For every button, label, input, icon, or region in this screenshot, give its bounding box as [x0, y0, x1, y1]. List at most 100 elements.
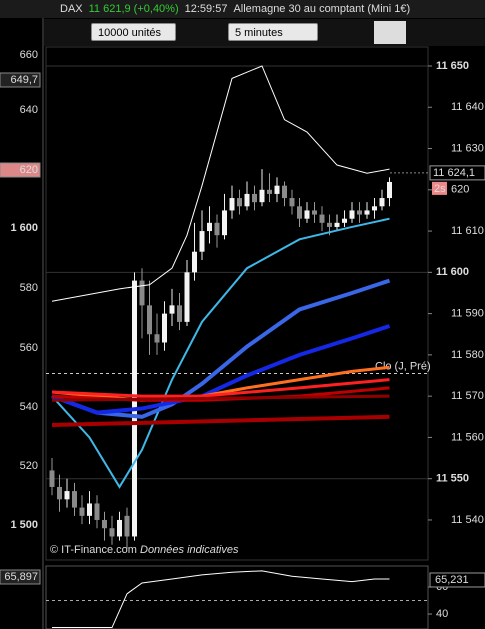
candle-body	[372, 206, 377, 211]
candle-body	[349, 210, 355, 219]
left-axis-label: 560	[20, 342, 38, 354]
timer: 2s	[434, 183, 446, 195]
candle-body	[259, 189, 265, 203]
left-axis-label: 1 500	[10, 519, 38, 531]
candle-body	[357, 210, 362, 215]
indicator-line	[51, 394, 390, 402]
left-axis-label: 640	[20, 104, 38, 116]
price: 11 621,9 (+0,40%)	[88, 3, 179, 15]
candle-body	[244, 193, 250, 207]
clock: 12:59:57	[184, 3, 228, 15]
price-box	[429, 165, 485, 181]
oscillator-frame	[45, 565, 429, 629]
candle-body	[387, 181, 392, 199]
y-tick-label: 11 610	[451, 225, 484, 237]
candle-body	[207, 222, 212, 232]
plot-frame	[45, 46, 429, 561]
note: Données indicatives	[140, 544, 239, 556]
y-tick-label: 11 540	[451, 514, 484, 526]
candle-body	[364, 210, 370, 215]
candle-body	[184, 272, 190, 322]
indicator-line	[51, 378, 390, 398]
reference-label: Clo (J, Pré)	[375, 360, 431, 372]
candle-body	[94, 503, 100, 520]
timer-box	[432, 181, 447, 195]
interval: 5 minutes	[235, 27, 283, 39]
y-tick-label: 11 630	[451, 142, 484, 154]
y-tick-label: 11 560	[451, 431, 484, 443]
toolbar: 10000 unités 5 minutes	[44, 19, 485, 46]
candle-body	[334, 222, 340, 227]
label-box	[0, 569, 41, 585]
candle-body	[229, 198, 235, 211]
candle-body	[282, 185, 287, 199]
candle-body	[177, 305, 182, 322]
candle-body	[222, 210, 227, 236]
candle-body	[319, 214, 325, 223]
y-tick-label: 11 590	[451, 308, 484, 320]
candle-body	[379, 198, 385, 207]
y-tick-label: 11 650	[436, 60, 469, 72]
y-tick-label: 11 550	[436, 473, 469, 485]
candle-body	[139, 280, 145, 306]
candle-body	[237, 198, 242, 207]
left-axis-label: 1 600	[10, 222, 38, 234]
left-axis-label: 540	[20, 401, 38, 413]
label-box	[0, 72, 41, 88]
candle-body	[147, 305, 152, 335]
left-axis-label: 65,897	[4, 571, 38, 583]
price-box	[429, 572, 485, 588]
y-tick-label: 11 580	[451, 349, 484, 361]
candle-body	[87, 503, 92, 516]
indicator-line	[51, 217, 390, 489]
y-tick-label: 620	[451, 184, 469, 196]
left-axis-label: 580	[20, 282, 38, 294]
candle-body	[49, 470, 55, 487]
left-axis-label: 520	[20, 460, 38, 472]
candle-body	[304, 210, 310, 219]
candle-body	[64, 491, 70, 500]
watermark: © IT-Finance.com	[50, 544, 137, 556]
osc-current-label: 65,231	[435, 574, 469, 586]
left-axis-label: 620	[20, 164, 38, 176]
indicator-line	[51, 65, 390, 302]
indicator-button[interactable]	[374, 21, 406, 44]
candle-body	[192, 251, 197, 273]
indicator-line	[51, 324, 391, 415]
left-axis-label: 649,7	[10, 74, 38, 86]
candle-body	[169, 305, 175, 314]
interval-select[interactable]: 5 minutes	[228, 23, 318, 41]
osc-line	[52, 570, 390, 629]
y-tick-label: 11 640	[451, 101, 484, 113]
top-bar: DAX 11 621,9 (+0,40%) 12:59:57 Allemagne 30…	[0, 0, 485, 18]
candle-body	[162, 313, 167, 343]
candle-body	[79, 507, 85, 516]
candle-body	[117, 519, 122, 537]
candle-body	[274, 185, 280, 194]
candle-body	[312, 210, 317, 215]
candle-body	[154, 334, 160, 343]
candle-body	[289, 198, 295, 207]
candle-body	[124, 515, 130, 537]
candle-body	[72, 491, 77, 508]
symbol[interactable]: DAX	[60, 3, 83, 15]
indicator-line	[51, 278, 391, 419]
candle-body	[214, 222, 220, 236]
candle-body	[267, 189, 272, 194]
instrument: Allemagne 30 au comptant (Mini 1€)	[233, 3, 411, 15]
candle-body	[199, 231, 205, 252]
candle-body	[102, 519, 107, 529]
label-box	[0, 162, 41, 178]
candle-body	[109, 528, 115, 537]
candle-body	[297, 206, 302, 219]
candle-body	[327, 222, 332, 227]
y-tick-label: 11 570	[451, 390, 484, 402]
quantity-select[interactable]: 10000 unités	[91, 23, 176, 41]
y-tick-label: 11 600	[436, 266, 469, 278]
current-price-label: 11 624,1	[433, 167, 475, 179]
left-axis-label: 660	[20, 49, 38, 61]
candle-body	[342, 218, 347, 223]
indicator-line	[51, 414, 390, 428]
